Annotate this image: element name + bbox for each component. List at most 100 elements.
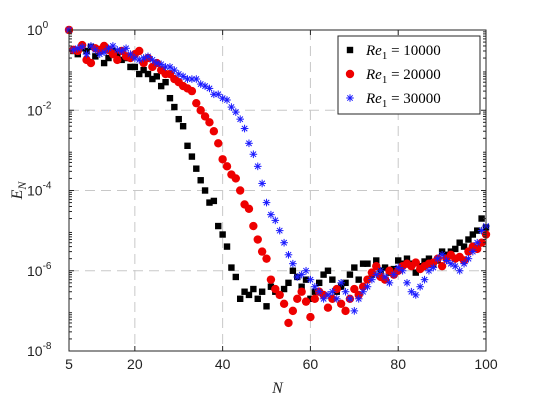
y-tick-base: 10 (27, 102, 43, 118)
data-point-circle (235, 186, 245, 195)
data-point-circle (411, 258, 420, 267)
x-tick-label: 60 (303, 356, 319, 372)
data-point-square (302, 276, 310, 283)
data-point-asterisk (245, 139, 253, 148)
data-point-square (193, 165, 200, 172)
data-point-asterisk (236, 115, 244, 123)
data-point-circle (205, 118, 214, 127)
legend-label-sub: 1 (382, 98, 388, 110)
y-tick-label: 100 (27, 20, 49, 38)
data-point-square (346, 271, 354, 278)
data-point-circle (192, 98, 201, 108)
data-point-square (92, 53, 99, 60)
data-point-asterisk (394, 263, 403, 272)
data-point-square (114, 50, 121, 58)
x-tick-label: 40 (215, 356, 231, 372)
y-tick-label: 10-4 (27, 181, 52, 199)
legend-label: Re1 = 20000 (365, 67, 441, 86)
data-point-asterisk (354, 294, 363, 303)
data-point-asterisk (157, 60, 165, 69)
data-point-asterisk (416, 282, 424, 291)
data-point-asterisk (113, 46, 122, 54)
data-point-asterisk (346, 294, 354, 303)
data-point-asterisk (267, 210, 275, 219)
data-point-square (210, 197, 218, 205)
data-point-asterisk (363, 282, 372, 291)
data-point-circle (209, 127, 219, 136)
data-point-square (219, 231, 226, 238)
data-point-square (452, 245, 459, 253)
data-point-circle (284, 318, 293, 328)
data-point-asterisk (275, 226, 284, 235)
x-tick-label: 80 (390, 356, 406, 372)
y-tick-label: 10-6 (27, 261, 52, 279)
data-point-square (316, 279, 323, 287)
data-point-circle (306, 312, 315, 322)
data-point-square (289, 267, 297, 274)
data-point-square (250, 285, 257, 293)
data-point-square (118, 56, 125, 64)
y-tick-base: 10 (27, 22, 43, 38)
data-point-square (206, 199, 213, 206)
data-point-square (298, 283, 305, 290)
data-point-square (228, 264, 235, 271)
legend-item-2: Re1 = 20000 (345, 67, 441, 86)
data-point-asterisk (425, 266, 433, 275)
y-tick-exponent: -8 (43, 341, 52, 352)
data-point-asterisk (359, 287, 367, 296)
data-point-circle (323, 303, 333, 312)
data-point-square (311, 288, 319, 295)
data-point-circle (253, 235, 262, 244)
data-point-circle (275, 290, 284, 300)
y-tick-label: 10-2 (27, 100, 52, 118)
x-tick-label: 20 (127, 356, 143, 372)
data-point-asterisk (271, 216, 280, 225)
data-point-square (201, 187, 209, 194)
data-point-asterisk (324, 291, 332, 299)
data-point-circle (244, 204, 254, 213)
data-point-square (460, 243, 468, 250)
y-tick-exponent: 0 (43, 20, 49, 31)
data-point-square (258, 288, 266, 295)
data-point-square (373, 257, 380, 264)
data-point-asterisk (328, 287, 337, 296)
data-point-asterisk (249, 150, 258, 159)
legend-marker-asterisk (346, 94, 354, 102)
data-point-asterisk (302, 266, 310, 275)
data-point-asterisk (420, 275, 429, 284)
data-point-square (136, 70, 143, 78)
data-point-square (179, 123, 187, 130)
data-point-circle (266, 275, 276, 284)
data-point-asterisk (311, 282, 319, 291)
data-point-square (188, 153, 196, 160)
data-point-square (359, 260, 367, 267)
data-point-circle (257, 247, 267, 256)
data-point-square (395, 257, 402, 264)
data-point-asterisk (144, 52, 152, 61)
data-point-asterisk (411, 291, 420, 299)
legend-label-value: = 30000 (387, 91, 440, 107)
y-tick-exponent: -4 (43, 181, 52, 192)
data-point-circle (249, 221, 258, 231)
data-point-asterisk (232, 108, 240, 116)
legend-marker-square (346, 46, 354, 54)
data-point-square (140, 66, 147, 74)
y-tick-base: 10 (27, 263, 43, 279)
data-point-asterisk (455, 266, 464, 275)
data-point-circle (310, 294, 320, 303)
data-point-square (364, 260, 371, 267)
data-point-square (245, 291, 253, 299)
data-point-circle (218, 155, 227, 164)
data-point-asterisk (376, 266, 385, 275)
data-point-square (232, 273, 239, 281)
data-point-asterisk (438, 250, 446, 259)
data-point-asterisk (166, 63, 174, 71)
data-point-circle (113, 55, 122, 65)
data-point-square (166, 94, 174, 102)
data-point-circle (86, 58, 96, 68)
legend-item-3: Re1 = 30000 (346, 91, 441, 110)
data-point-asterisk (253, 162, 262, 171)
data-point-asterisk (126, 50, 135, 58)
data-point-square (171, 103, 178, 111)
